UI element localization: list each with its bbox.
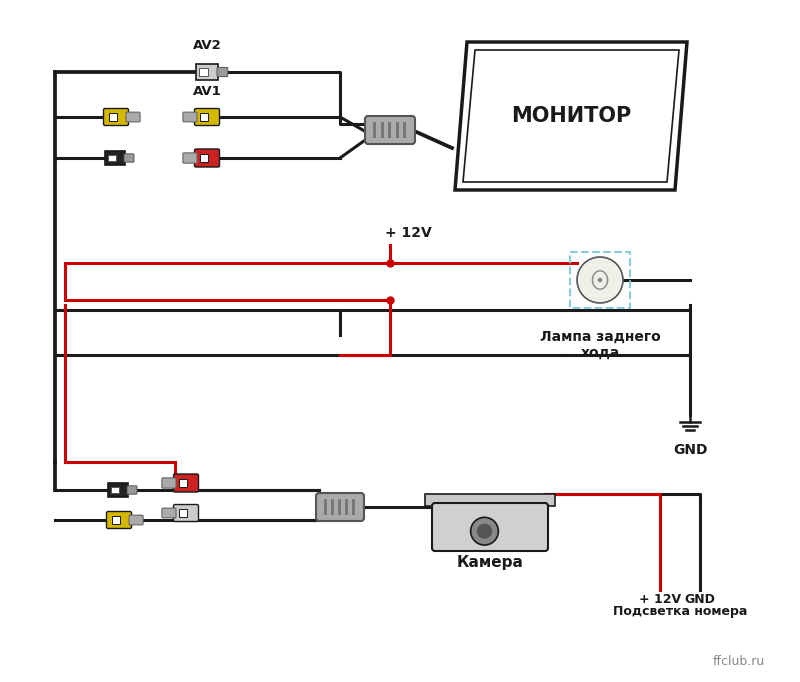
FancyBboxPatch shape (194, 149, 219, 167)
FancyBboxPatch shape (365, 116, 415, 144)
Bar (105, 151, 125, 165)
Bar (353, 499, 355, 515)
Bar (331, 499, 334, 515)
FancyBboxPatch shape (162, 508, 176, 518)
Text: Подсветка номера: Подсветка номера (613, 605, 747, 618)
Bar (199, 68, 208, 76)
FancyBboxPatch shape (183, 112, 197, 122)
Bar (346, 499, 348, 515)
Text: GND: GND (673, 443, 707, 457)
Text: Лампа заднего
хода: Лампа заднего хода (540, 330, 660, 360)
Circle shape (577, 257, 623, 303)
FancyBboxPatch shape (124, 154, 134, 162)
Circle shape (470, 518, 498, 545)
Text: + 12V: + 12V (385, 226, 432, 240)
Bar (570, 252, 630, 308)
FancyBboxPatch shape (174, 505, 198, 522)
Text: AV2: AV2 (193, 39, 222, 52)
FancyBboxPatch shape (194, 108, 219, 125)
Bar (373, 122, 376, 138)
Text: + 12V: + 12V (639, 593, 681, 606)
Bar (396, 122, 398, 138)
Bar (108, 483, 128, 497)
Bar (338, 499, 342, 515)
Text: GND: GND (685, 593, 715, 606)
Bar (196, 64, 218, 80)
Text: ffclub.ru: ffclub.ru (713, 655, 765, 668)
Circle shape (598, 278, 602, 282)
Bar (109, 113, 118, 121)
FancyBboxPatch shape (129, 515, 143, 525)
Bar (324, 499, 327, 515)
Bar (200, 154, 208, 162)
FancyBboxPatch shape (126, 112, 140, 122)
Text: AV1: AV1 (193, 85, 222, 98)
Polygon shape (455, 42, 687, 190)
FancyBboxPatch shape (106, 512, 131, 529)
Circle shape (477, 524, 492, 539)
Bar (403, 122, 406, 138)
Polygon shape (463, 50, 679, 182)
Bar (179, 479, 187, 487)
Text: Камера: Камера (457, 555, 523, 570)
Bar (425, 494, 555, 506)
FancyBboxPatch shape (316, 493, 364, 521)
FancyBboxPatch shape (217, 68, 228, 76)
Bar (179, 509, 187, 517)
FancyBboxPatch shape (103, 108, 129, 125)
Text: МОНИТОР: МОНИТОР (511, 106, 631, 126)
FancyBboxPatch shape (162, 478, 176, 488)
Bar (112, 516, 120, 524)
FancyBboxPatch shape (127, 486, 137, 494)
FancyBboxPatch shape (174, 474, 198, 492)
Bar (111, 487, 118, 493)
FancyBboxPatch shape (183, 153, 197, 163)
Bar (381, 122, 383, 138)
Bar (108, 155, 115, 162)
FancyBboxPatch shape (432, 503, 548, 551)
Bar (388, 122, 391, 138)
Bar (200, 113, 208, 121)
